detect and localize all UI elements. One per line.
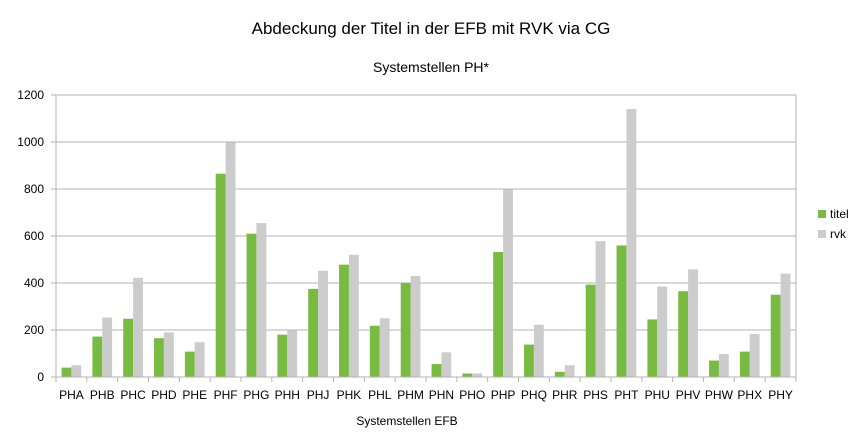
x-tick-label: PHC bbox=[120, 388, 146, 402]
x-tick-label: PHN bbox=[429, 388, 454, 402]
bar-rvk-phk bbox=[348, 254, 359, 377]
bar-rvk-phc bbox=[133, 277, 143, 377]
legend: titel rvk bbox=[818, 207, 849, 241]
bar-rvk-phl bbox=[379, 318, 390, 377]
bar-rvk-phd bbox=[163, 332, 174, 377]
bar-rvk-pha bbox=[71, 365, 82, 377]
bar-rvk-phj bbox=[318, 270, 328, 377]
legend-label-rvk: rvk bbox=[830, 227, 847, 241]
bar-titel-phx bbox=[739, 351, 750, 377]
bar-rvk-phm bbox=[410, 275, 421, 377]
bar-titel-phy bbox=[770, 294, 781, 377]
x-tick-label: PHW bbox=[705, 388, 734, 402]
bar-rvk-php bbox=[503, 189, 513, 377]
bar-titel-phb bbox=[92, 336, 103, 377]
bar-rvk-phs bbox=[595, 241, 606, 377]
bar-rvk-phf bbox=[225, 142, 236, 377]
x-tick-label: PHX bbox=[737, 388, 762, 402]
bar-titel-phg bbox=[246, 233, 257, 377]
bar-rvk-phr bbox=[564, 365, 575, 377]
x-tick-label: PHQ bbox=[521, 388, 547, 402]
bar-titel-phk bbox=[339, 264, 349, 377]
bar-titel-pht bbox=[616, 245, 627, 377]
bar-titel-phv bbox=[678, 291, 689, 377]
y-tick-label: 0 bbox=[37, 370, 44, 384]
bar-rvk-phe bbox=[194, 342, 205, 377]
x-tick-label: PHP bbox=[491, 388, 516, 402]
bars-group bbox=[61, 109, 791, 377]
legend-swatch-rvk bbox=[818, 230, 826, 238]
x-tick-label: PHH bbox=[275, 388, 300, 402]
bar-titel-phu bbox=[647, 319, 658, 377]
bar-rvk-phb bbox=[102, 317, 113, 377]
bar-titel-phc bbox=[123, 318, 134, 377]
x-tick-label: PHK bbox=[337, 388, 362, 402]
bar-titel-phd bbox=[154, 338, 164, 377]
x-tick-label: PHR bbox=[552, 388, 578, 402]
y-tick-label: 400 bbox=[24, 276, 44, 290]
bar-rvk-phw bbox=[718, 353, 729, 377]
x-tick-label: PHM bbox=[397, 388, 424, 402]
bar-titel-phh bbox=[277, 334, 288, 377]
bar-rvk-phg bbox=[256, 223, 267, 377]
bar-titel-pho bbox=[462, 373, 473, 377]
bar-rvk-phq bbox=[533, 324, 544, 377]
x-tick-label: PHU bbox=[645, 388, 670, 402]
x-tick-label: PHJ bbox=[307, 388, 330, 402]
x-tick-label: PHL bbox=[368, 388, 392, 402]
x-tick-label: PHD bbox=[151, 388, 177, 402]
bar-titel-phf bbox=[215, 173, 226, 377]
bar-titel-phj bbox=[308, 288, 319, 377]
x-tick-label: PHO bbox=[459, 388, 485, 402]
x-tick-label: PHY bbox=[768, 388, 793, 402]
plot-frame bbox=[55, 94, 797, 378]
bar-titel-pha bbox=[61, 367, 72, 377]
bar-titel-phs bbox=[585, 284, 596, 377]
y-tick-label: 200 bbox=[24, 323, 44, 337]
legend-swatch-titel bbox=[818, 210, 826, 218]
x-tick-label: PHA bbox=[59, 388, 84, 402]
bar-titel-phr bbox=[554, 371, 565, 377]
chart-title: Abdeckung der Titel in der EFB mit RVK v… bbox=[252, 19, 611, 38]
bar-titel-phe bbox=[184, 351, 195, 377]
x-axis-ticks: PHA PHB PHC PHD PHE PHF PHG PHH PHJ PHK PHL PHM PHN P… bbox=[55, 377, 797, 402]
bar-rvk-pho bbox=[472, 373, 483, 377]
bar-rvk-phn bbox=[441, 352, 452, 377]
bar-titel-phn bbox=[431, 364, 442, 377]
y-tick-label: 1000 bbox=[17, 135, 44, 149]
bar-rvk-phv bbox=[688, 269, 698, 377]
x-tick-label: PHE bbox=[182, 388, 207, 402]
bar-titel-phm bbox=[400, 283, 411, 377]
x-tick-label: PHG bbox=[243, 388, 269, 402]
bar-titel-phq bbox=[524, 344, 534, 377]
bar-rvk-phh bbox=[287, 330, 298, 377]
y-tick-label: 800 bbox=[24, 182, 44, 196]
x-tick-label: PHT bbox=[614, 388, 639, 402]
y-axis-ticks: 0 200 400 600 800 1000 1200 bbox=[17, 88, 56, 384]
x-tick-label: PHB bbox=[90, 388, 115, 402]
bar-rvk-phy bbox=[780, 273, 791, 377]
y-tick-label: 600 bbox=[24, 229, 44, 243]
bar-rvk-pht bbox=[626, 109, 637, 377]
legend-label-titel: titel bbox=[830, 207, 849, 221]
chart-subtitle: Systemstellen PH* bbox=[373, 59, 489, 75]
x-tick-label: PHS bbox=[583, 388, 608, 402]
bar-rvk-phu bbox=[657, 286, 668, 377]
x-axis-label: Systemstellen EFB bbox=[356, 414, 457, 428]
x-tick-label: PHF bbox=[214, 388, 238, 402]
bar-rvk-phx bbox=[749, 333, 760, 377]
x-tick-label: PHV bbox=[676, 388, 701, 402]
bar-titel-php bbox=[493, 251, 504, 377]
bar-titel-phl bbox=[369, 325, 380, 377]
bar-titel-phw bbox=[709, 360, 719, 377]
y-tick-label: 1200 bbox=[17, 88, 44, 102]
